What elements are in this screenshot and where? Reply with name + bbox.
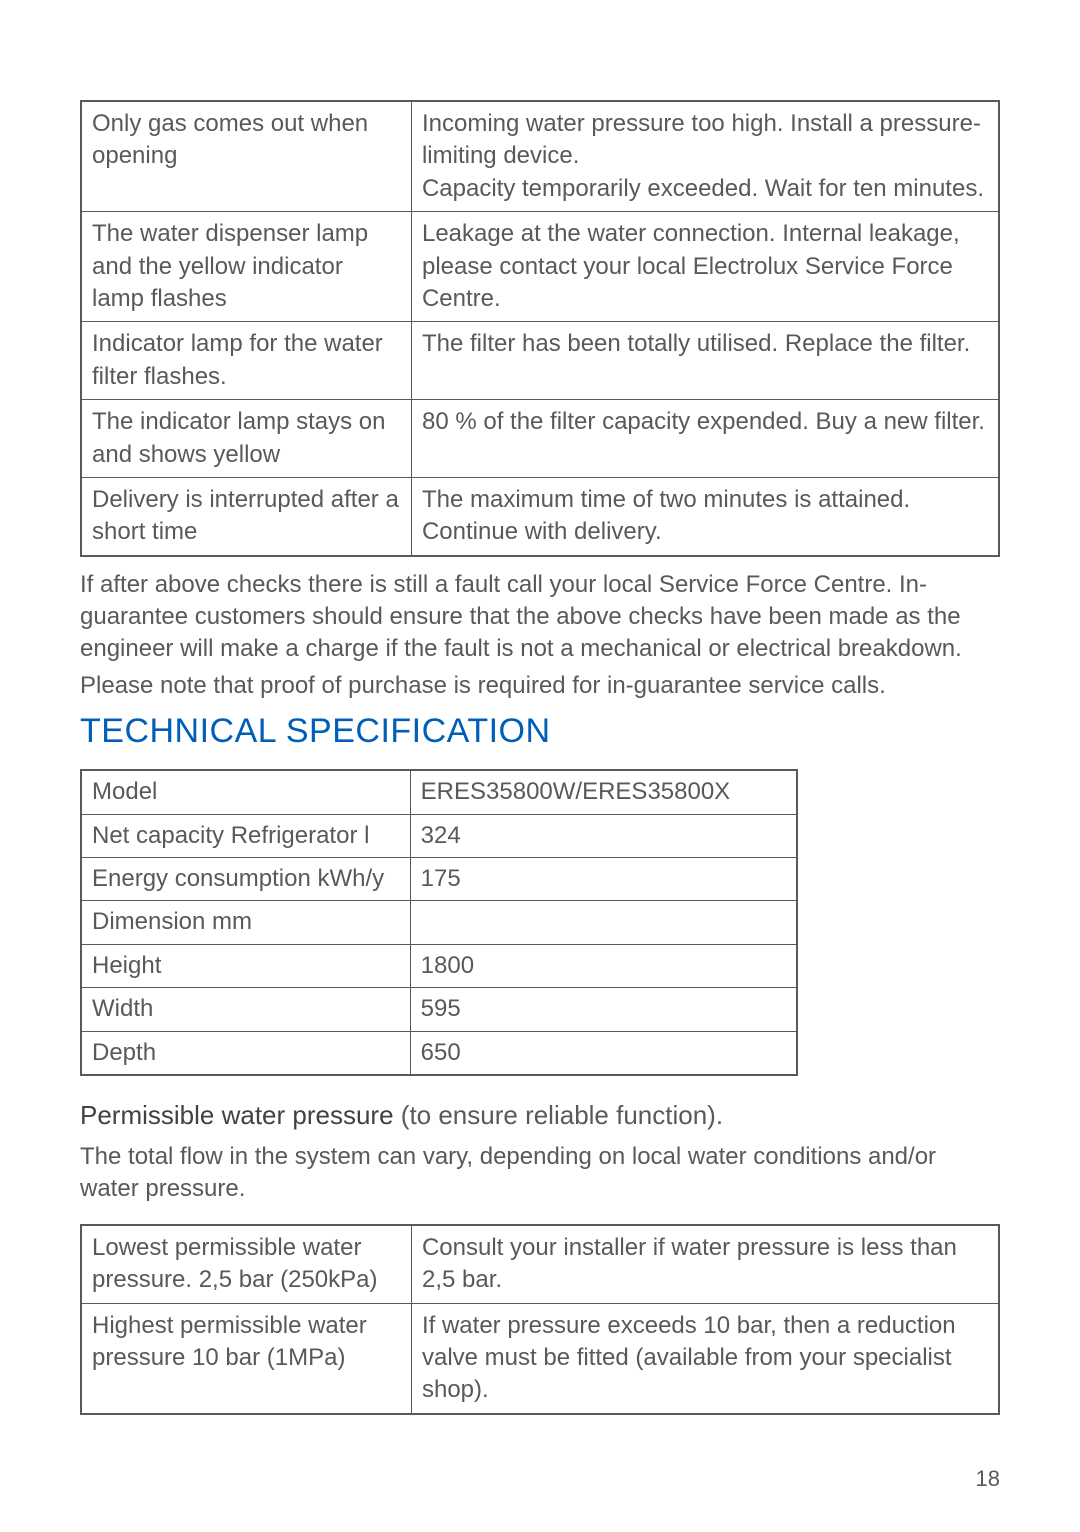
spec-value: ERES35800W/ERES35800X (410, 770, 796, 814)
table-row: Indicator lamp for the water filter flas… (81, 322, 999, 400)
technical-specification-table: Model ERES35800W/ERES35800X Net capacity… (80, 769, 798, 1076)
table-row: Height 1800 (81, 944, 797, 987)
table-row: Lowest permissible water pressure. 2,5 b… (81, 1225, 999, 1303)
table-row: Width 595 (81, 988, 797, 1031)
spec-label: Energy consumption kWh/y (81, 858, 410, 901)
spec-value: 1800 (410, 944, 796, 987)
spec-label: Height (81, 944, 410, 987)
cause-cell: 80 % of the filter capacity expended. Bu… (411, 400, 999, 478)
spec-label: Model (81, 770, 410, 814)
spec-value: 650 (410, 1031, 796, 1075)
table-row: Model ERES35800W/ERES35800X (81, 770, 797, 814)
spec-value: 324 (410, 814, 796, 857)
table-row: Only gas comes out when opening Incoming… (81, 101, 999, 212)
page-number: 18 (976, 1466, 1000, 1492)
table-row: The indicator lamp stays on and shows ye… (81, 400, 999, 478)
spec-value: 175 (410, 858, 796, 901)
cause-cell: Incoming water pressure too high. Instal… (411, 101, 999, 212)
issue-cell: Only gas comes out when opening (81, 101, 411, 212)
pressure-label: Lowest permissible water pressure. 2,5 b… (81, 1225, 411, 1303)
pressure-intro: The total flow in the system can vary, d… (80, 1141, 1000, 1206)
spec-label: Dimension mm (81, 901, 410, 944)
pressure-label: Highest permissible water pressure 10 ba… (81, 1303, 411, 1414)
pressure-value: If water pressure exceeds 10 bar, then a… (411, 1303, 999, 1414)
pressure-value: Consult your installer if water pressure… (411, 1225, 999, 1303)
troubleshooting-table: Only gas comes out when opening Incoming… (80, 100, 1000, 557)
heading-rest: (to ensure reliable function). (401, 1100, 723, 1130)
after-checks-paragraph-2: Please note that proof of purchase is re… (80, 670, 1000, 702)
issue-cell: The water dispenser lamp and the yellow … (81, 212, 411, 322)
table-row: Dimension mm (81, 901, 797, 944)
table-row: Energy consumption kWh/y 175 (81, 858, 797, 901)
technical-specification-heading: TECHNICAL SPECIFICATION (80, 712, 1000, 751)
cause-cell: The maximum time of two minutes is attai… (411, 477, 999, 555)
cause-cell: The filter has been totally utilised. Re… (411, 322, 999, 400)
cause-cell: Leakage at the water connection. Interna… (411, 212, 999, 322)
pressure-table: Lowest permissible water pressure. 2,5 b… (80, 1224, 1000, 1415)
table-row: The water dispenser lamp and the yellow … (81, 212, 999, 322)
issue-cell: The indicator lamp stays on and shows ye… (81, 400, 411, 478)
spec-label: Net capacity Refrigerator l (81, 814, 410, 857)
table-row: Depth 650 (81, 1031, 797, 1075)
permissible-pressure-heading: Permissible water pressure (to ensure re… (80, 1100, 1000, 1131)
spec-value (410, 901, 796, 944)
after-checks-paragraph-1: If after above checks there is still a f… (80, 569, 1000, 666)
spec-label: Width (81, 988, 410, 1031)
spec-label: Depth (81, 1031, 410, 1075)
spec-value: 595 (410, 988, 796, 1031)
table-row: Delivery is interrupted after a short ti… (81, 477, 999, 555)
table-row: Net capacity Refrigerator l 324 (81, 814, 797, 857)
table-row: Highest permissible water pressure 10 ba… (81, 1303, 999, 1414)
heading-bold: Permissible water pressure (80, 1100, 401, 1130)
issue-cell: Delivery is interrupted after a short ti… (81, 477, 411, 555)
issue-cell: Indicator lamp for the water filter flas… (81, 322, 411, 400)
